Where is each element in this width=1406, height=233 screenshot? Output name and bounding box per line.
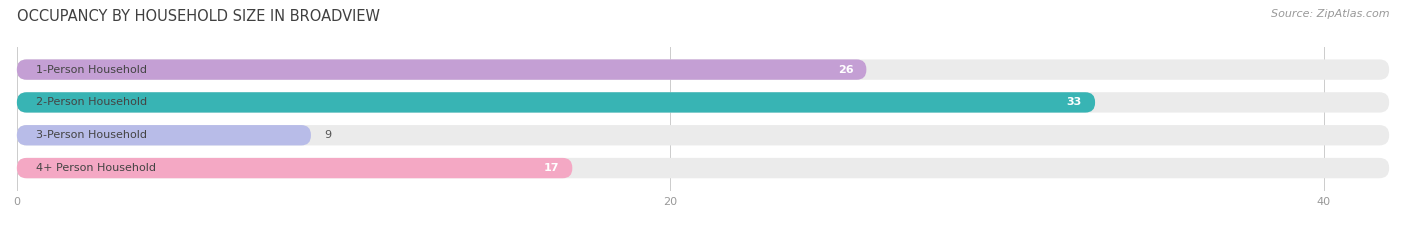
FancyBboxPatch shape — [17, 59, 866, 80]
FancyBboxPatch shape — [17, 125, 1389, 145]
FancyBboxPatch shape — [17, 158, 572, 178]
FancyBboxPatch shape — [17, 158, 1389, 178]
FancyBboxPatch shape — [17, 125, 311, 145]
Text: 17: 17 — [544, 163, 560, 173]
Text: 3-Person Household: 3-Person Household — [37, 130, 148, 140]
FancyBboxPatch shape — [17, 59, 1389, 80]
Text: 9: 9 — [323, 130, 332, 140]
Text: 4+ Person Household: 4+ Person Household — [37, 163, 156, 173]
Text: OCCUPANCY BY HOUSEHOLD SIZE IN BROADVIEW: OCCUPANCY BY HOUSEHOLD SIZE IN BROADVIEW — [17, 9, 380, 24]
Text: Source: ZipAtlas.com: Source: ZipAtlas.com — [1271, 9, 1389, 19]
Text: 2-Person Household: 2-Person Household — [37, 97, 148, 107]
Text: 26: 26 — [838, 65, 853, 75]
Text: 33: 33 — [1067, 97, 1083, 107]
Text: 1-Person Household: 1-Person Household — [37, 65, 148, 75]
FancyBboxPatch shape — [17, 92, 1389, 113]
FancyBboxPatch shape — [17, 92, 1095, 113]
